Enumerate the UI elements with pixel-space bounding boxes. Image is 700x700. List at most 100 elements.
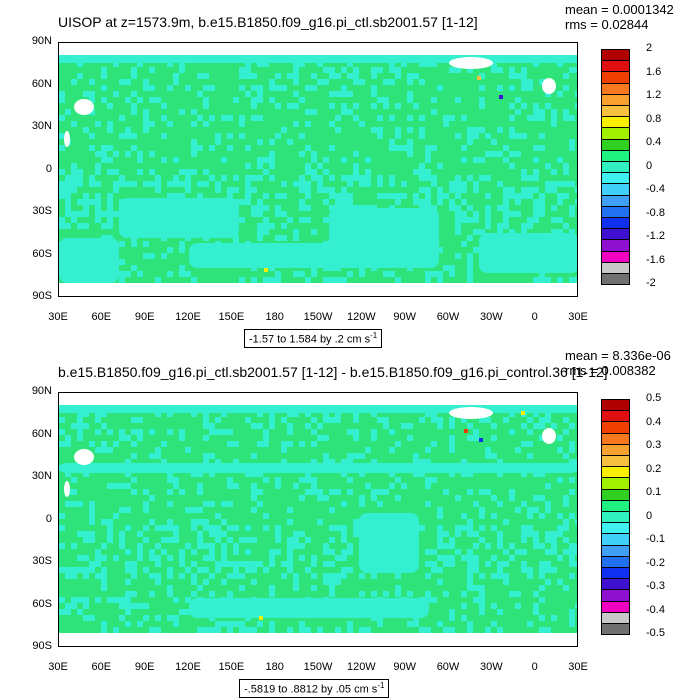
cyan-cell xyxy=(83,471,89,477)
cyan-cell xyxy=(221,543,227,549)
cyan-cell xyxy=(101,85,107,91)
cyan-cell xyxy=(197,567,203,573)
cyan-cell xyxy=(389,61,395,67)
lon-tick-label: 60W xyxy=(436,661,460,673)
cyan-cell xyxy=(539,423,545,429)
cyan-cell xyxy=(293,573,299,579)
cyan-cell xyxy=(125,181,131,187)
cyan-cell xyxy=(491,61,497,67)
cyan-cell xyxy=(155,411,161,417)
cyan-cell xyxy=(473,435,479,441)
cyan-cell xyxy=(59,169,65,175)
lat-tick-label: 60S xyxy=(32,247,52,260)
cyan-cell xyxy=(179,193,185,199)
cyan-cell xyxy=(131,453,137,459)
cyan-cell xyxy=(71,187,77,193)
cyan-cell xyxy=(539,495,545,501)
cyan-cell xyxy=(569,609,575,615)
cyan-cell xyxy=(179,181,185,187)
cyan-cell xyxy=(527,175,533,181)
cyan-cell xyxy=(125,133,131,139)
cyan-cell xyxy=(77,429,83,435)
cyan-cell xyxy=(455,549,461,555)
cyan-cell xyxy=(305,193,311,199)
cyan-cell xyxy=(335,525,341,531)
cyan-cell xyxy=(197,115,203,121)
cyan-cell xyxy=(131,477,137,483)
cyan-cell xyxy=(329,277,335,283)
cyan-cell xyxy=(89,181,95,187)
cyan-cell xyxy=(455,175,461,181)
cyan-cell xyxy=(305,85,311,91)
cyan-cell xyxy=(269,85,275,91)
cyan-cell xyxy=(173,73,179,79)
cyan-cell xyxy=(59,145,65,151)
cyan-cell xyxy=(191,109,197,115)
cyan-cell xyxy=(275,103,281,109)
cyan-cell xyxy=(467,621,473,627)
cyan-cell xyxy=(437,277,443,283)
cyan-cell xyxy=(155,543,161,549)
cyan-cell xyxy=(59,543,65,549)
cyan-cell xyxy=(479,175,485,181)
cyan-cell xyxy=(455,193,461,199)
cyan-cell xyxy=(269,627,275,633)
cyan-cell xyxy=(395,73,401,79)
cyan-cell xyxy=(209,429,215,435)
cyan-cell xyxy=(233,459,239,465)
cyan-cell xyxy=(269,423,275,429)
cyan-cell xyxy=(353,67,359,73)
cyan-cell xyxy=(533,175,539,181)
cyan-cell xyxy=(119,597,125,603)
cyan-cell xyxy=(479,603,485,609)
cyan-cell xyxy=(167,555,173,561)
cyan-cell xyxy=(413,459,419,465)
cyan-cell xyxy=(305,471,311,477)
cyan-cell xyxy=(263,441,269,447)
cyan-cell xyxy=(563,169,569,175)
cyan-cell xyxy=(83,127,89,133)
cyan-cell xyxy=(125,579,131,585)
cyan-cell xyxy=(323,187,329,193)
cyan-cell xyxy=(59,567,65,573)
cyan-cell xyxy=(545,627,551,633)
cyan-cell xyxy=(119,429,125,435)
cyan-cell xyxy=(293,79,299,85)
cyan-cell xyxy=(245,91,251,97)
cyan-cell xyxy=(539,199,545,205)
cyan-cell xyxy=(473,157,479,163)
cyan-cell xyxy=(503,205,509,211)
cyan-cell xyxy=(317,519,323,525)
cyan-cell xyxy=(413,453,419,459)
cyan-cell xyxy=(473,181,479,187)
cyan-cell xyxy=(137,531,143,537)
cyan-cell xyxy=(191,277,197,283)
cyan-cell xyxy=(113,211,119,217)
cyan-cell xyxy=(263,157,269,163)
cyan-cell xyxy=(557,217,563,223)
cyan-cell xyxy=(461,181,467,187)
cyan-cell xyxy=(455,525,461,531)
cyan-cell xyxy=(353,435,359,441)
cyan-cell xyxy=(383,103,389,109)
cyan-cell xyxy=(209,555,215,561)
cyan-cell xyxy=(353,169,359,175)
cyan-cell xyxy=(407,91,413,97)
cyan-cell xyxy=(269,277,275,283)
cyan-cell xyxy=(479,573,485,579)
cyan-cell xyxy=(437,271,443,277)
cyan-cell xyxy=(485,193,491,199)
cyan-cell xyxy=(473,217,479,223)
cyan-cell xyxy=(509,591,515,597)
cyan-cell xyxy=(191,145,197,151)
cyan-cell xyxy=(497,609,503,615)
lon-tick-label: 150E xyxy=(218,311,245,323)
cyan-cell xyxy=(551,531,557,537)
cyan-cell xyxy=(563,429,569,435)
cyan-cell xyxy=(209,501,215,507)
cyan-cell xyxy=(419,525,425,531)
cyan-cell xyxy=(539,271,545,277)
cyan-cell xyxy=(419,79,425,85)
cyan-cell xyxy=(227,501,233,507)
cyan-cell xyxy=(251,537,257,543)
